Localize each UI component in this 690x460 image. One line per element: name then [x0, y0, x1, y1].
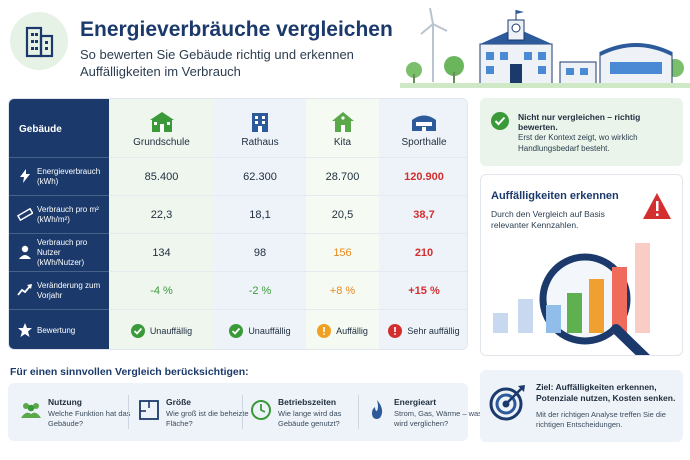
flame-icon — [372, 400, 383, 419]
table-header-label: Gebäude — [19, 124, 62, 135]
factor-divider — [128, 395, 129, 429]
sports-hall-icon — [412, 115, 436, 131]
factor-divider — [358, 395, 359, 429]
clock-icon — [251, 400, 271, 420]
user-icon — [19, 245, 31, 259]
ruler-icon — [17, 207, 33, 222]
alert-icon — [388, 323, 403, 338]
page-title: Energieverbräuche vergleichen — [80, 18, 393, 41]
target-icon — [489, 385, 525, 421]
header-buildings-icon — [10, 12, 68, 70]
factors-bar: Nutzung Welche Funktion hat das Gebäude?… — [8, 383, 482, 441]
check-circle-icon — [491, 112, 509, 130]
rating-sporthalle: Sehr auffällig — [379, 309, 467, 349]
goal-title: Ziel: Auffälligkeiten erkennen, Potenzia… — [536, 382, 676, 403]
anomaly-title: Auffälligkeiten erkennen — [491, 190, 619, 202]
row-label-per-sqm: Verbrauch pro m² (kWh/m²) — [9, 195, 109, 233]
lightning-icon — [20, 169, 30, 183]
factor-divider — [242, 395, 243, 429]
rating-rathaus: Unauffällig — [214, 309, 306, 349]
people-icon — [21, 403, 41, 418]
row-label-energy: Energieverbrauch (kWh) — [9, 157, 109, 195]
column-grundschule: Grundschule 85.400 22,3 134 -4 % Unauffä… — [109, 99, 214, 349]
goal-panel: Ziel: Auffälligkeiten erkennen, Potenzia… — [480, 370, 683, 442]
row-label-rating: Bewertung — [9, 309, 109, 349]
column-rathaus: Rathaus 62.300 18,1 98 -2 % Unauffällig — [214, 99, 306, 349]
column-kita: Kita 28.700 20,5 156 +8 % Auffällig — [306, 99, 379, 349]
row-label-per-user: Verbrauch pro Nutzer (kWh/Nutzer) — [9, 233, 109, 271]
town-hall-icon — [252, 113, 268, 132]
row-label-change: Veränderung zum Vorjahr — [9, 271, 109, 309]
warning-icon — [317, 323, 332, 338]
floor-plan-icon — [139, 400, 159, 420]
factor-size: Größe Wie groß ist die beheizte Fläche? — [132, 383, 249, 441]
magnifier-bars-illustration — [493, 193, 671, 355]
check-icon — [229, 323, 244, 338]
comparison-table: Gebäude Energieverbrauch (kWh) Verbrauch… — [8, 98, 468, 350]
anomaly-panel: Auffälligkeiten erkennen Durch den Vergl… — [480, 174, 683, 356]
factor-usage: Nutzung Welche Funktion hat das Gebäude? — [14, 383, 130, 441]
factors-title: Für einen sinnvollen Vergleich berücksic… — [10, 366, 249, 378]
rating-kita: Auffällig — [306, 309, 379, 349]
star-icon — [18, 323, 32, 337]
kindergarten-icon — [331, 112, 354, 132]
row-label-column: Gebäude Energieverbrauch (kWh) Verbrauch… — [9, 99, 109, 349]
context-text: Erst der Kontext zeigt, wo wirklich Hand… — [518, 133, 638, 153]
anomaly-text: Durch den Vergleich auf Basis relevanter… — [491, 209, 605, 230]
check-icon — [130, 323, 145, 338]
column-sporthalle: Sporthalle 120.900 38,7 210 +15 % Sehr a… — [379, 99, 467, 349]
factor-operating-hours: Betriebszeiten Wie lange wird das Gebäud… — [244, 383, 356, 441]
school-icon — [149, 112, 174, 132]
rating-grundschule: Unauffällig — [109, 309, 214, 349]
context-panel: Nicht nur vergleichen – richtig bewerten… — [480, 98, 683, 166]
buildings-illustration — [400, 7, 690, 88]
trend-icon — [17, 284, 32, 296]
context-title: Nicht nur vergleichen – richtig bewerten… — [518, 112, 641, 132]
factor-energy-type: Energieart Strom, Gas, Wärme – was wird … — [360, 383, 482, 441]
goal-text: Mit der richtigen Analyse treffen Sie di… — [536, 410, 666, 429]
page-subtitle: So bewerten Sie Gebäude richtig und erke… — [80, 47, 354, 79]
